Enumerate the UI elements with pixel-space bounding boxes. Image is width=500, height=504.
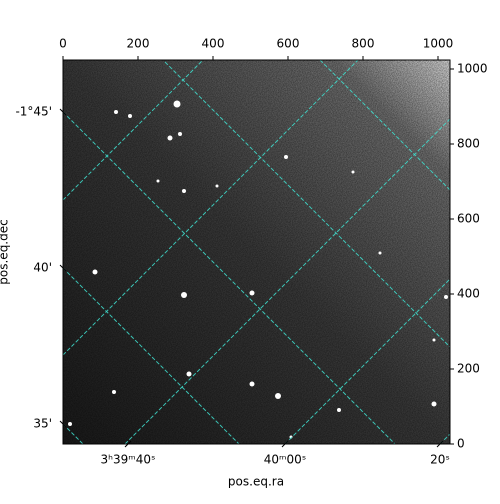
dec-tick-label: 40' xyxy=(33,261,52,275)
axes-frame xyxy=(62,59,451,445)
y-tick-label: 800 xyxy=(457,137,480,151)
x-tick-label: 400 xyxy=(202,37,225,51)
ra-tick xyxy=(281,440,289,448)
image xyxy=(63,60,450,444)
y-tick-label: 600 xyxy=(457,212,480,226)
ra-tick-label: 20ˢ xyxy=(430,453,450,467)
dec-tick xyxy=(59,420,67,428)
y-tick-label: 400 xyxy=(457,287,480,301)
x-tick-label: 0 xyxy=(59,37,67,51)
dec-tick xyxy=(59,264,67,272)
dec-tick-label: -1°45' xyxy=(15,105,52,119)
ra-tick xyxy=(436,440,444,448)
y-tick-label: 200 xyxy=(457,362,480,376)
y-tick-label: 1000 xyxy=(457,62,488,76)
x-tick-label: 1000 xyxy=(423,37,454,51)
ra-tick-label: 40ᵐ00ˢ xyxy=(264,453,307,467)
dec-tick-label: 35' xyxy=(33,417,52,431)
x-tick-label: 600 xyxy=(277,37,300,51)
ra-tick-label: 3ʰ39ᵐ40ˢ xyxy=(101,453,156,467)
x-tick-label: 200 xyxy=(127,37,150,51)
coordinate-grid xyxy=(63,60,450,444)
ra-tick xyxy=(124,440,132,448)
x-axis-label: pos.eq.ra xyxy=(228,475,284,489)
y-axis-label: pos.eq.dec xyxy=(0,219,11,284)
dec-tick xyxy=(59,108,67,116)
y-tick-label: 0 xyxy=(457,437,465,451)
x-tick-label: 800 xyxy=(352,37,375,51)
